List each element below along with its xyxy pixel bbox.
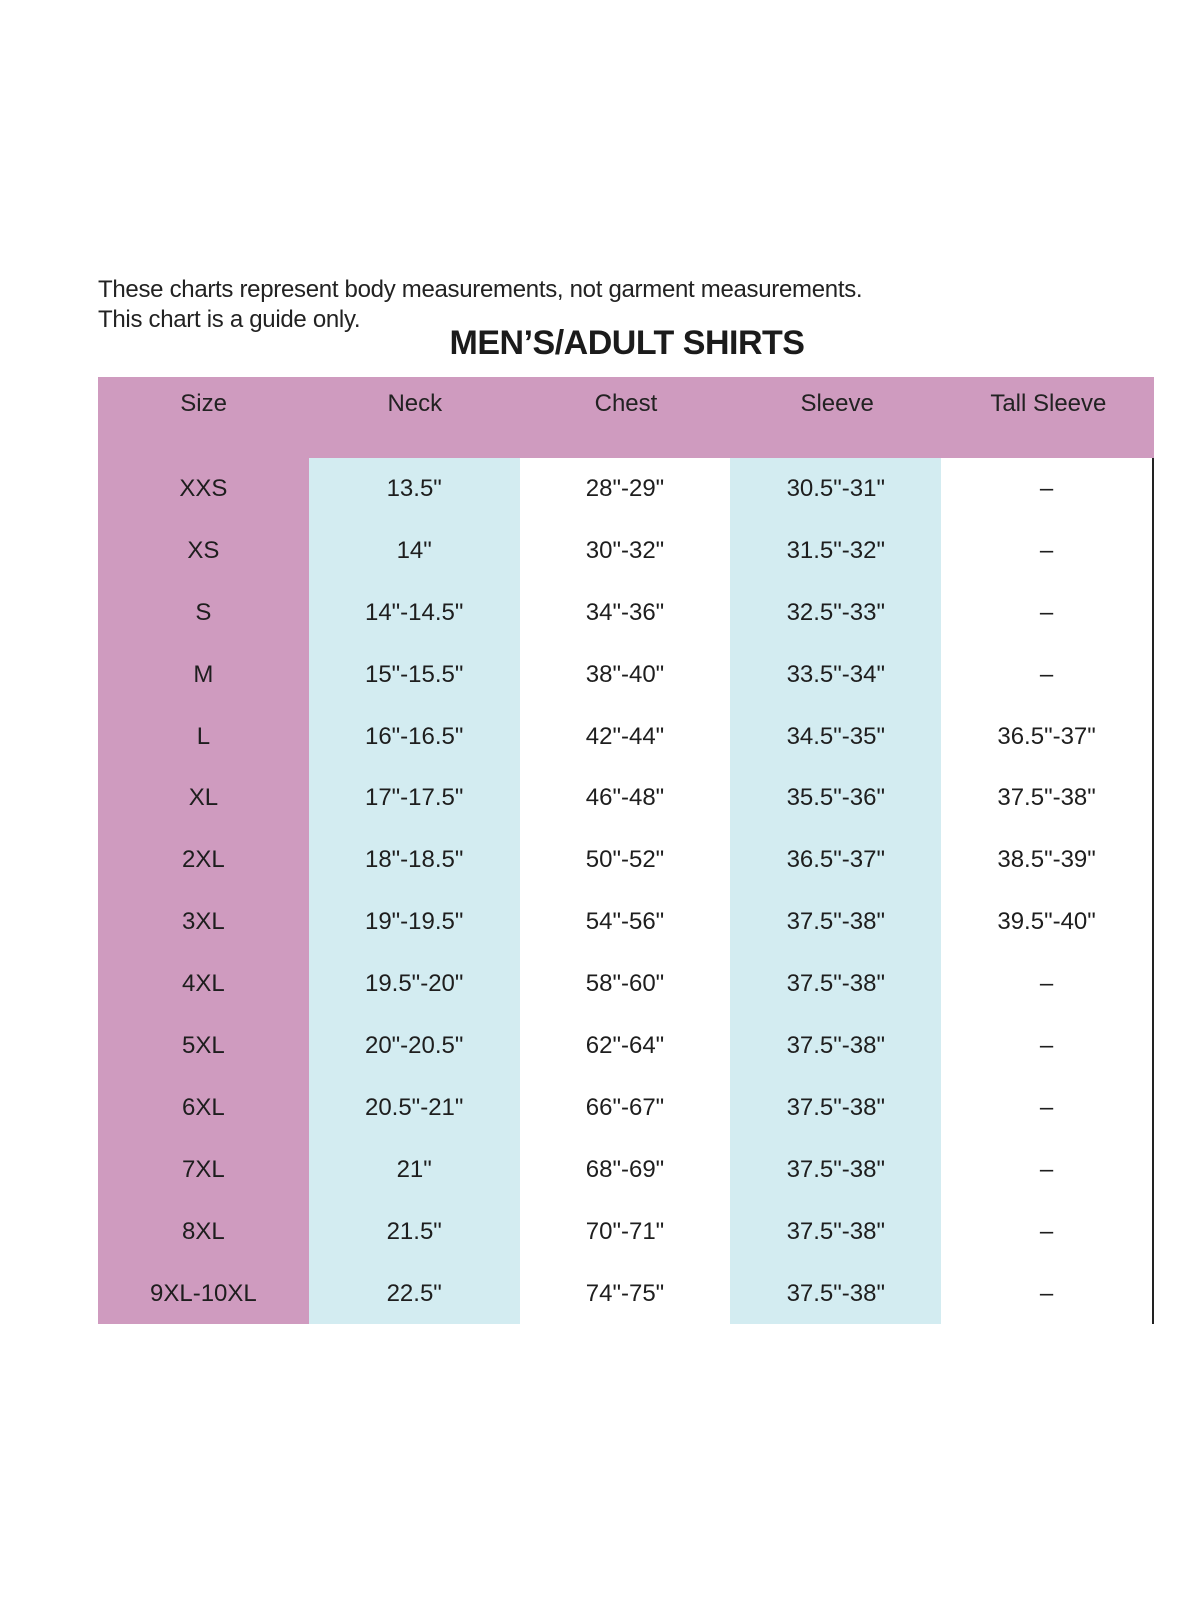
cell-sleeve: 36.5"-37" [730,829,942,892]
cell-size: XXS [98,458,309,520]
cell-tall-sleeve: – [941,458,1152,520]
cell-size: 4XL [98,953,309,1016]
cell-chest: 46"-48" [519,767,731,830]
cell-neck: 19"-19.5" [308,891,520,954]
cell-sleeve: 30.5"-31" [730,458,942,520]
table-row: 5XL 20"-20.5" 62"-64" 37.5"-38" – [98,1015,1152,1077]
table-row: 2XL 18"-18.5" 50"-52" 36.5"-37" 38.5"-39" [98,829,1152,892]
cell-tall-sleeve: – [941,581,1152,644]
cell-chest: 38"-40" [519,643,731,706]
cell-chest: 42"-44" [519,705,731,768]
cell-neck: 15"-15.5" [308,643,520,706]
column-header-sleeve: Sleeve [800,390,874,417]
cell-tall-sleeve: – [941,1262,1152,1325]
column-header-chest: Chest [594,390,658,417]
table-row: XL 17"-17.5" 46"-48" 35.5"-36" 37.5"-38" [98,767,1152,830]
chart-title: MEN’S/ADULT SHIRTS [449,324,805,362]
cell-neck: 19.5"-20" [308,953,520,1016]
cell-size: M [98,643,309,706]
cell-neck: 20.5"-21" [308,1076,520,1139]
cell-chest: 66"-67" [519,1076,731,1139]
cell-chest: 54"-56" [519,891,731,954]
cell-size: L [98,705,309,768]
table-row: S 14"-14.5" 34"-36" 32.5"-33" – [98,581,1152,644]
cell-neck: 17"-17.5" [308,767,520,830]
table-header: Size Neck Chest Sleeve Tall Sleeve [98,377,1154,458]
cell-chest: 30"-32" [519,519,731,582]
cell-sleeve: 35.5"-36" [730,767,942,830]
cell-tall-sleeve: – [941,1200,1152,1263]
cell-chest: 28"-29" [519,458,731,520]
column-header-tall-sleeve: Tall Sleeve [990,390,1107,417]
cell-chest: 74"-75" [519,1262,731,1325]
cell-size: 7XL [98,1138,309,1201]
table-body: XXS 13.5" 28"-29" 30.5"-31" – XS 14" 30"-32" 31.… [98,458,1154,1325]
cell-sleeve: 31.5"-32" [730,519,942,582]
cell-neck: 20"-20.5" [308,1015,520,1077]
table-row: 9XL-10XL 22.5" 74"-75" 37.5"-38" – [98,1262,1152,1325]
cell-sleeve: 32.5"-33" [730,581,942,644]
cell-sleeve: 33.5"-34" [730,643,942,706]
cell-chest: 50"-52" [519,829,731,892]
cell-tall-sleeve: – [941,1015,1152,1077]
table-row: XS 14" 30"-32" 31.5"-32" – [98,519,1152,582]
disclaimer-line-1: These charts represent body measurements… [98,276,863,303]
cell-size: XS [98,519,309,582]
cell-neck: 16"-16.5" [308,705,520,768]
cell-sleeve: 34.5"-35" [730,705,942,768]
cell-sleeve: 37.5"-38" [730,953,942,1016]
cell-size: XL [98,767,309,830]
cell-neck: 14" [308,519,520,582]
column-header-neck: Neck [387,390,443,417]
cell-size: 8XL [98,1200,309,1263]
cell-tall-sleeve: 37.5"-38" [941,767,1152,830]
cell-tall-sleeve: 39.5"-40" [941,891,1152,954]
cell-tall-sleeve: 38.5"-39" [941,829,1152,892]
table-row: 6XL 20.5"-21" 66"-67" 37.5"-38" – [98,1076,1152,1139]
table-row: 8XL 21.5" 70"-71" 37.5"-38" – [98,1200,1152,1263]
cell-tall-sleeve: – [941,519,1152,582]
table-row: M 15"-15.5" 38"-40" 33.5"-34" – [98,643,1152,706]
disclaimer-line-2: This chart is a guide only. [98,306,361,333]
cell-neck: 13.5" [308,458,520,520]
cell-tall-sleeve: – [941,1076,1152,1139]
cell-neck: 21" [308,1138,520,1201]
cell-size: 5XL [98,1015,309,1077]
cell-sleeve: 37.5"-38" [730,1262,942,1325]
cell-size: 2XL [98,829,309,892]
column-header-size: Size [180,390,227,417]
cell-chest: 62"-64" [519,1015,731,1077]
cell-neck: 22.5" [308,1262,520,1325]
cell-sleeve: 37.5"-38" [730,1015,942,1077]
cell-sleeve: 37.5"-38" [730,1200,942,1263]
cell-tall-sleeve: 36.5"-37" [941,705,1152,768]
table-row: L 16"-16.5" 42"-44" 34.5"-35" 36.5"-37" [98,705,1152,768]
cell-size: 3XL [98,891,309,954]
table-row: 3XL 19"-19.5" 54"-56" 37.5"-38" 39.5"-40" [98,891,1152,954]
cell-neck: 21.5" [308,1200,520,1263]
table-row: XXS 13.5" 28"-29" 30.5"-31" – [98,458,1152,520]
cell-chest: 58"-60" [519,953,731,1016]
cell-sleeve: 37.5"-38" [730,1076,942,1139]
cell-chest: 70"-71" [519,1200,731,1263]
cell-neck: 14"-14.5" [308,581,520,644]
cell-chest: 68"-69" [519,1138,731,1201]
cell-size: 9XL-10XL [98,1262,309,1325]
cell-neck: 18"-18.5" [308,829,520,892]
cell-sleeve: 37.5"-38" [730,891,942,954]
table-row: 7XL 21" 68"-69" 37.5"-38" – [98,1138,1152,1201]
size-chart-table: Size Neck Chest Sleeve Tall Sleeve XXS 13.5" 2… [98,377,1154,1325]
cell-size: S [98,581,309,644]
cell-tall-sleeve: – [941,1138,1152,1201]
cell-tall-sleeve: – [941,643,1152,706]
table-row: 4XL 19.5"-20" 58"-60" 37.5"-38" – [98,953,1152,1016]
cell-sleeve: 37.5"-38" [730,1138,942,1201]
cell-tall-sleeve: – [941,953,1152,1016]
cell-chest: 34"-36" [519,581,731,644]
cell-size: 6XL [98,1076,309,1139]
